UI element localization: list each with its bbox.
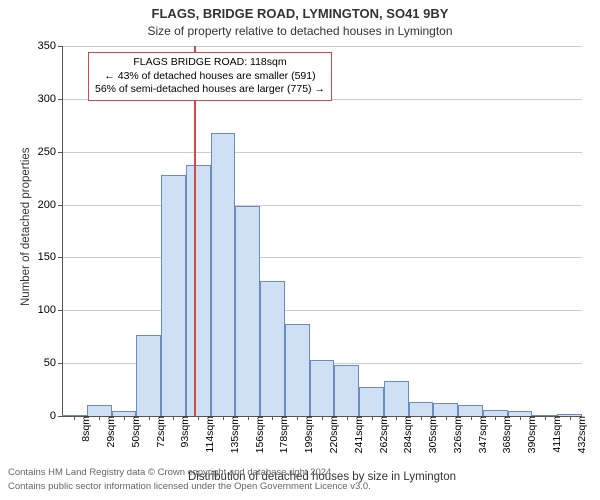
chart-subtitle: Size of property relative to detached ho… (0, 24, 600, 38)
x-tick-mark (248, 416, 249, 420)
histogram-bar (211, 133, 236, 416)
gridline (62, 46, 582, 47)
x-tick-mark (396, 416, 397, 420)
gridline (62, 257, 582, 258)
y-tick-label: 150 (38, 251, 62, 263)
x-tick-mark (124, 416, 125, 420)
y-tick-label: 0 (50, 410, 62, 422)
x-tick-mark (372, 416, 373, 420)
y-tick-label: 250 (38, 146, 62, 158)
histogram-bar (458, 405, 483, 416)
chart-title: FLAGS, BRIDGE ROAD, LYMINGTON, SO41 9BY (0, 6, 600, 21)
y-tick-label: 300 (38, 93, 62, 105)
footer-credit-2: Contains public sector information licen… (8, 481, 371, 492)
x-tick-mark (322, 416, 323, 420)
x-tick-mark (347, 416, 348, 420)
chart-container: FLAGS, BRIDGE ROAD, LYMINGTON, SO41 9BY … (0, 0, 600, 500)
histogram-bar (260, 281, 285, 416)
x-tick-mark (471, 416, 472, 420)
x-tick-label: 199sqm (301, 416, 315, 453)
x-tick-label: 114sqm (202, 416, 216, 453)
gridline (62, 310, 582, 311)
x-tick-mark (446, 416, 447, 420)
plot-inner: 0501001502002503003508sqm29sqm50sqm72sqm… (62, 46, 582, 416)
histogram-bar (136, 335, 161, 416)
footer-credit-1: Contains HM Land Registry data © Crown c… (8, 467, 334, 478)
x-tick-label: 220sqm (326, 416, 340, 453)
x-tick-label: 50sqm (128, 416, 142, 448)
annotation-line-1: FLAGS BRIDGE ROAD: 118sqm (95, 56, 325, 70)
x-tick-mark (297, 416, 298, 420)
x-tick-label: 347sqm (475, 416, 489, 453)
x-tick-mark (99, 416, 100, 420)
histogram-bar (384, 381, 409, 416)
x-tick-label: 390sqm (524, 416, 538, 453)
annotation-box: FLAGS BRIDGE ROAD: 118sqm← 43% of detach… (88, 52, 332, 101)
x-tick-label: 8sqm (78, 416, 92, 442)
x-tick-label: 368sqm (499, 416, 513, 453)
histogram-bar (334, 365, 359, 416)
x-tick-label: 432sqm (574, 416, 588, 453)
x-tick-label: 305sqm (425, 416, 439, 453)
x-tick-label: 72sqm (153, 416, 167, 448)
x-tick-label: 178sqm (276, 416, 290, 453)
histogram-bar (433, 403, 458, 416)
x-tick-mark (421, 416, 422, 420)
x-tick-mark (545, 416, 546, 420)
x-tick-mark (198, 416, 199, 420)
y-tick-label: 200 (38, 199, 62, 211)
x-tick-mark (495, 416, 496, 420)
x-tick-mark (223, 416, 224, 420)
x-tick-label: 156sqm (252, 416, 266, 453)
y-tick-label: 100 (38, 304, 62, 316)
x-tick-label: 29sqm (103, 416, 117, 448)
gridline (62, 205, 582, 206)
subject-marker-line (194, 46, 196, 416)
annotation-line-3: 56% of semi-detached houses are larger (… (95, 83, 325, 97)
x-tick-mark (570, 416, 571, 420)
x-tick-mark (74, 416, 75, 420)
x-tick-mark (173, 416, 174, 420)
x-tick-label: 135sqm (227, 416, 241, 453)
x-tick-label: 411sqm (549, 416, 563, 453)
histogram-bar (359, 387, 384, 416)
x-tick-label: 241sqm (351, 416, 365, 453)
y-axis-label: Number of detached properties (20, 147, 32, 306)
histogram-bar (235, 206, 260, 416)
histogram-bar (161, 175, 186, 416)
plot-area: 0501001502002503003508sqm29sqm50sqm72sqm… (62, 46, 582, 416)
histogram-bar (409, 402, 434, 416)
x-tick-label: 326sqm (450, 416, 464, 453)
annotation-line-2: ← 43% of detached houses are smaller (59… (95, 70, 325, 84)
histogram-bar (186, 165, 211, 416)
histogram-bar (285, 324, 310, 416)
x-tick-mark (149, 416, 150, 420)
x-tick-label: 284sqm (400, 416, 414, 453)
x-tick-label: 262sqm (376, 416, 390, 453)
y-axis-line (62, 46, 63, 416)
y-tick-label: 50 (44, 357, 62, 369)
gridline (62, 152, 582, 153)
x-tick-label: 93sqm (177, 416, 191, 448)
histogram-bar (310, 360, 335, 416)
histogram-bar (87, 405, 112, 416)
x-tick-mark (520, 416, 521, 420)
y-tick-label: 350 (38, 40, 62, 52)
x-tick-mark (272, 416, 273, 420)
